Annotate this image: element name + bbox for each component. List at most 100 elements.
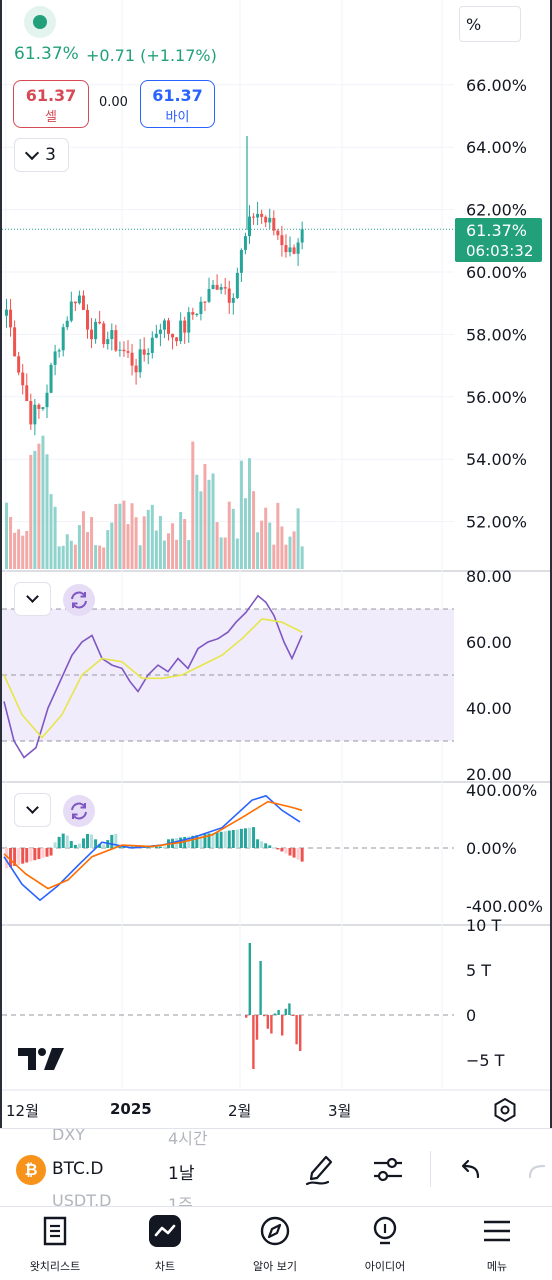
macd-scale-label: -400.00% [466,897,543,916]
nav-ideas[interactable]: 아이디어 [330,1207,440,1280]
macd-histogram-bar [110,834,114,848]
macd-histogram-bar [41,848,45,858]
rsi-ma-line [3,618,303,739]
sync-icon [71,591,87,609]
macd-histogram-bar [195,835,199,848]
nav-watchlist[interactable]: 왓치리스트 [0,1207,110,1280]
rsi-scale-label: 60.00 [466,633,512,652]
macd-histogram-bar [183,836,187,848]
volume-bar [25,531,29,569]
indicator-list-toggle[interactable]: 3 [14,138,69,172]
macd-histogram-bar [45,848,49,857]
candle-body [300,229,304,243]
rsi-layer [3,594,303,759]
volume-bar [21,535,25,569]
compass-icon [260,1216,290,1246]
volume-bar [260,520,264,569]
volume-bar [280,526,284,569]
volume-bar [106,530,110,569]
candle-body [211,284,215,289]
volume-bar [292,531,296,569]
nav-explore[interactable]: 알아 보기 [220,1207,330,1280]
rsi-sync-button[interactable] [63,584,95,616]
candle-body [203,301,207,303]
candle-body [199,301,203,315]
indicators-sliders-icon[interactable] [372,1151,404,1187]
redo-icon[interactable] [526,1157,552,1183]
rsi-collapse-button[interactable] [14,582,51,616]
time-label-dec: 12월 [6,1102,39,1120]
macd-sync-button[interactable] [63,795,95,827]
nav-menu[interactable]: 메뉴 [442,1207,552,1280]
volume-bar [53,506,57,569]
volume-bar [33,450,37,569]
nav-chart-label: 차트 [154,1260,176,1273]
candle-body [280,235,284,246]
volume-bar [9,516,13,569]
candle-body [106,339,110,345]
volume-bar [86,532,89,569]
macd-histogram-bar [272,847,276,849]
macd-histogram-bar [288,848,292,856]
rsi-scale-label: 20.00 [466,765,512,784]
macd-histogram-bar [280,848,284,852]
flow-bar [299,1015,302,1051]
volume-bar [268,522,272,569]
macd-histogram-bar [199,834,203,848]
macd-histogram-bar [29,848,33,862]
ghost-interval-above[interactable]: 4시간 [168,1129,208,1148]
symbol-selector[interactable]: BTC.D [52,1159,104,1179]
candle-body [158,329,162,334]
flow-bar [255,1015,259,1040]
candle-body [243,236,247,250]
candle-body [142,349,146,355]
candle-body [102,323,106,345]
ghost-symbol-below[interactable]: USDT.D [52,1191,112,1206]
macd-histogram-bar [17,848,21,865]
drawing-tools-icon[interactable] [304,1151,336,1187]
nav-menu-label: 메뉴 [486,1260,508,1273]
volume-bar [90,517,94,569]
macd-histogram-bar [73,844,77,848]
buy-button[interactable]: 61.37 바이 [140,80,215,128]
chart-icon [154,1224,176,1237]
chart-settings-icon[interactable] [492,1097,518,1123]
time-label-2025: 2025 [110,1100,152,1118]
candle-body [272,217,276,231]
flow-scale-label: 5 T [466,961,491,980]
scale-unit-button[interactable]: % [459,6,521,42]
volume-bar [122,500,126,569]
volume-bar [223,537,227,569]
spread-value: 0.00 [99,95,128,110]
macd-histogram-bar [300,848,304,862]
interval-selector[interactable]: 1날 [168,1164,195,1184]
volume-bar [215,522,219,569]
buy-price: 61.37 [152,86,203,105]
macd-histogram-bar [77,843,81,848]
candle-body [288,247,292,253]
chart-area[interactable]: 66.00% 64.00% 62.00% 60.00% 58.00% 56.00% 54.0… [0,0,552,1128]
macd-histogram-bar [231,830,235,848]
macd-histogram-bar [211,832,215,848]
macd-histogram-bar [162,846,166,848]
indicator-count: 3 [45,145,56,165]
macd-collapse-button[interactable] [14,793,51,827]
nav-chart[interactable]: 차트 [110,1207,220,1280]
flow-bar [277,1010,280,1015]
symbol-toolbar: DXY 4시간 ₿ BTC.D 1날 USDT.D 1주 [0,1128,552,1206]
price-scale-label: 54.00% [466,450,527,469]
price-scale-label: 58.00% [466,325,527,344]
volume-bar [69,540,73,569]
volume-bar [134,517,138,569]
volume-bar [150,504,154,569]
sync-icon [71,802,87,820]
menu-icon [484,1220,510,1242]
chart-canvas[interactable]: 66.00% 64.00% 62.00% 60.00% 58.00% 56.00% 54.0… [2,0,550,1128]
market-status-icon[interactable] [24,6,56,38]
ghost-interval-below[interactable]: 1주 [168,1195,193,1206]
volume-bar [243,498,247,569]
sell-button[interactable]: 61.37 셀 [13,80,89,128]
ghost-symbol-above[interactable]: DXY [52,1128,86,1144]
undo-icon[interactable] [458,1157,484,1183]
volume-bar [284,544,288,569]
